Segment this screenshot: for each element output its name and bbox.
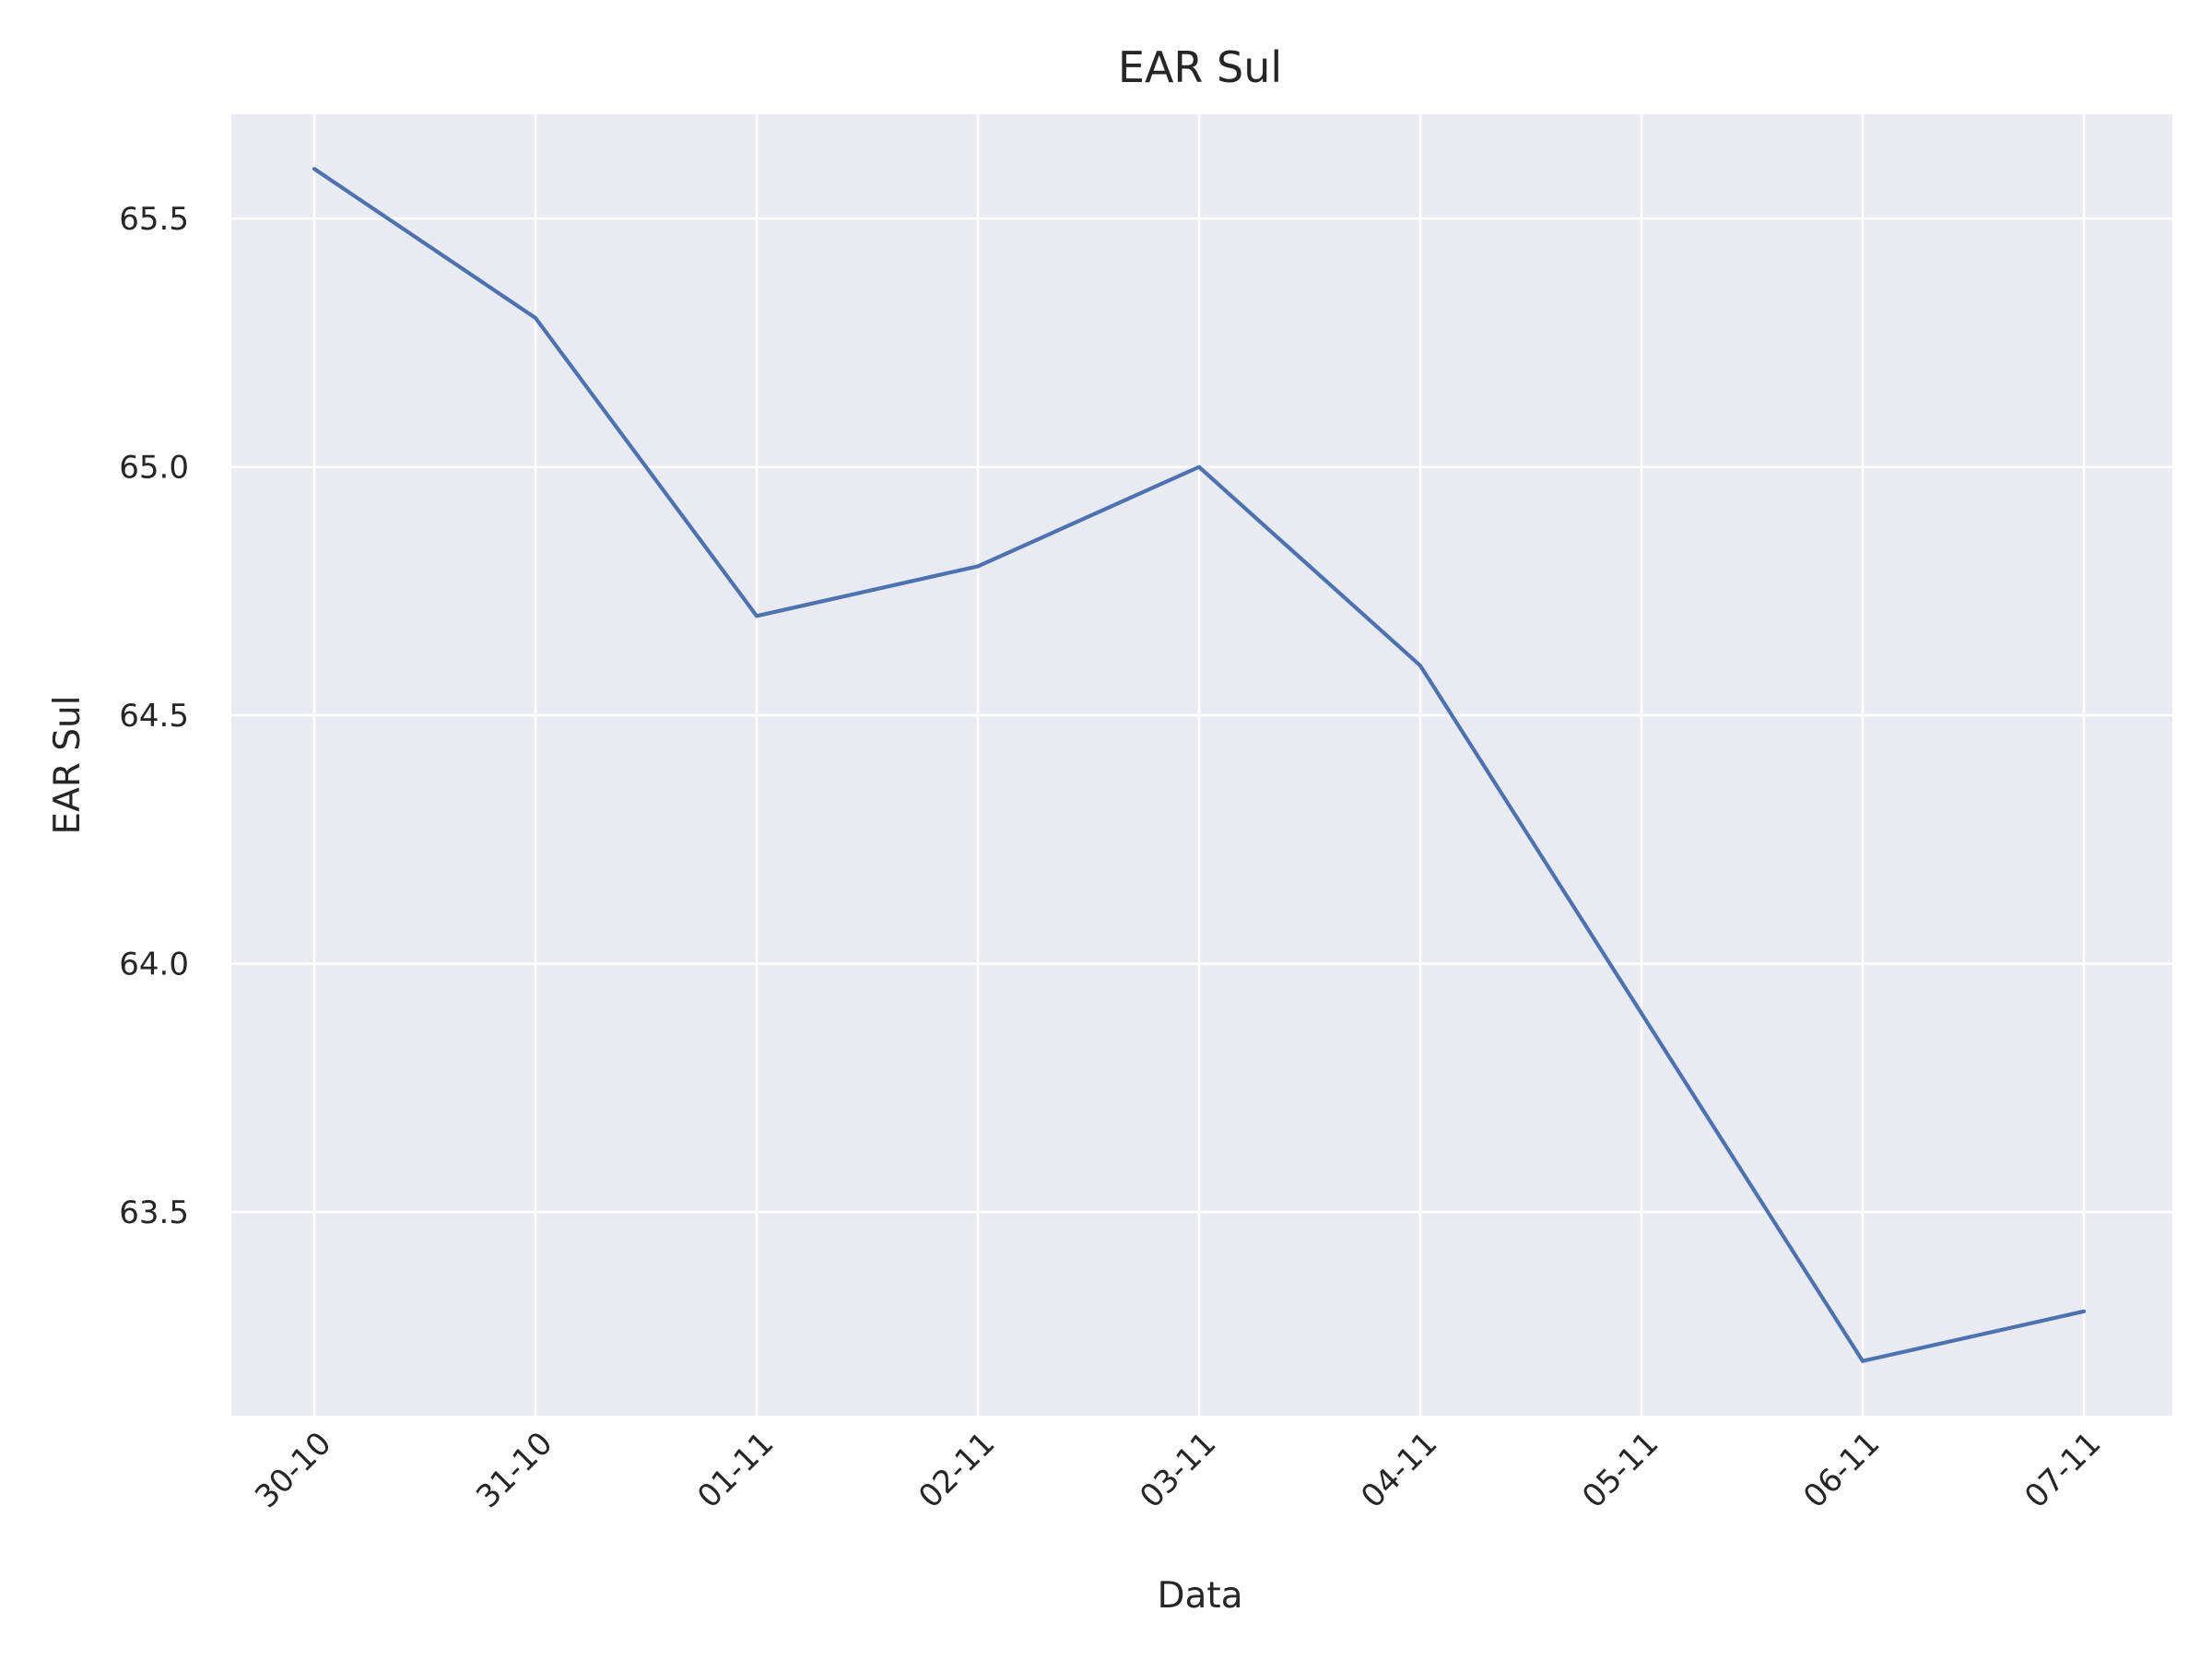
x-tick-label: 03-11 (1133, 1425, 1223, 1515)
x-tick-label: 01-11 (690, 1425, 781, 1515)
plot-area (231, 114, 2172, 1416)
x-tick-label: 02-11 (912, 1425, 1002, 1515)
x-tick-label: 06-11 (1796, 1425, 1887, 1515)
series-group (312, 167, 2087, 1363)
chart-title: EAR Sul (1118, 42, 1282, 92)
y-tick-label: 64.0 (119, 947, 189, 983)
x-tick-label: 30-10 (248, 1425, 338, 1515)
y-tick-label: 65.0 (119, 450, 189, 487)
x-tick-label: 05-11 (1575, 1425, 1665, 1515)
x-gridlines (312, 114, 2086, 1416)
y-axis-label: EAR Sul (47, 695, 88, 834)
y-tick-labels: 63.5 64.0 64.5 65.0 65.5 (119, 201, 189, 1231)
x-tick-label: 31-10 (469, 1425, 559, 1515)
x-tick-label: 04-11 (1354, 1425, 1444, 1515)
y-tick-label: 65.5 (119, 201, 189, 238)
series-line (312, 167, 2087, 1363)
y-tick-label: 64.5 (119, 698, 189, 735)
y-tick-label: 63.5 (119, 1194, 189, 1231)
x-axis-label: Data (1157, 1575, 1242, 1617)
x-tick-labels: 30-10 31-10 01-11 02-11 03-11 04-11 05-11 06-11… (248, 1425, 2108, 1515)
x-tick-label: 07-11 (2018, 1425, 2108, 1515)
